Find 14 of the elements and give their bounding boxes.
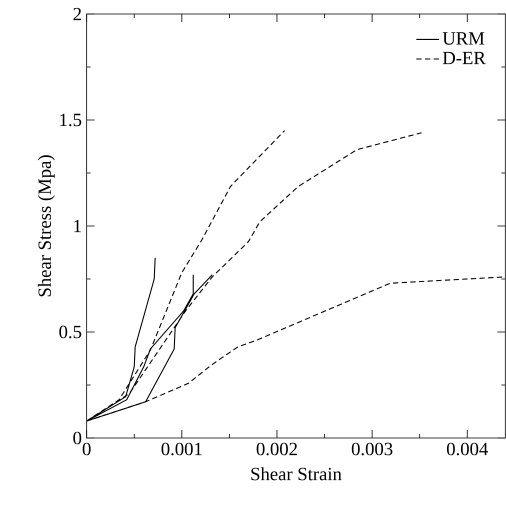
y-tick-label: 0 bbox=[73, 432, 82, 444]
x-tick-label: 0 bbox=[82, 442, 91, 456]
x-tick-label: 0.002 bbox=[256, 442, 297, 456]
legend-label: D-ER bbox=[442, 52, 486, 64]
y-axis-title: Shear Stress (Mpa) bbox=[38, 155, 55, 296]
y-tick-label: 1.5 bbox=[60, 114, 82, 126]
y-tick-label: 2 bbox=[73, 8, 81, 20]
y-tick-label: 0.5 bbox=[59, 326, 82, 338]
y-tick-label: 1 bbox=[74, 220, 81, 232]
x-tick-label: 0.003 bbox=[352, 442, 392, 456]
x-axis-title: Shear Strain bbox=[251, 467, 342, 480]
x-tick-label: 0.001 bbox=[162, 442, 202, 456]
x-tick-label: 0.004 bbox=[446, 442, 488, 456]
legend-label: URM bbox=[442, 32, 484, 45]
